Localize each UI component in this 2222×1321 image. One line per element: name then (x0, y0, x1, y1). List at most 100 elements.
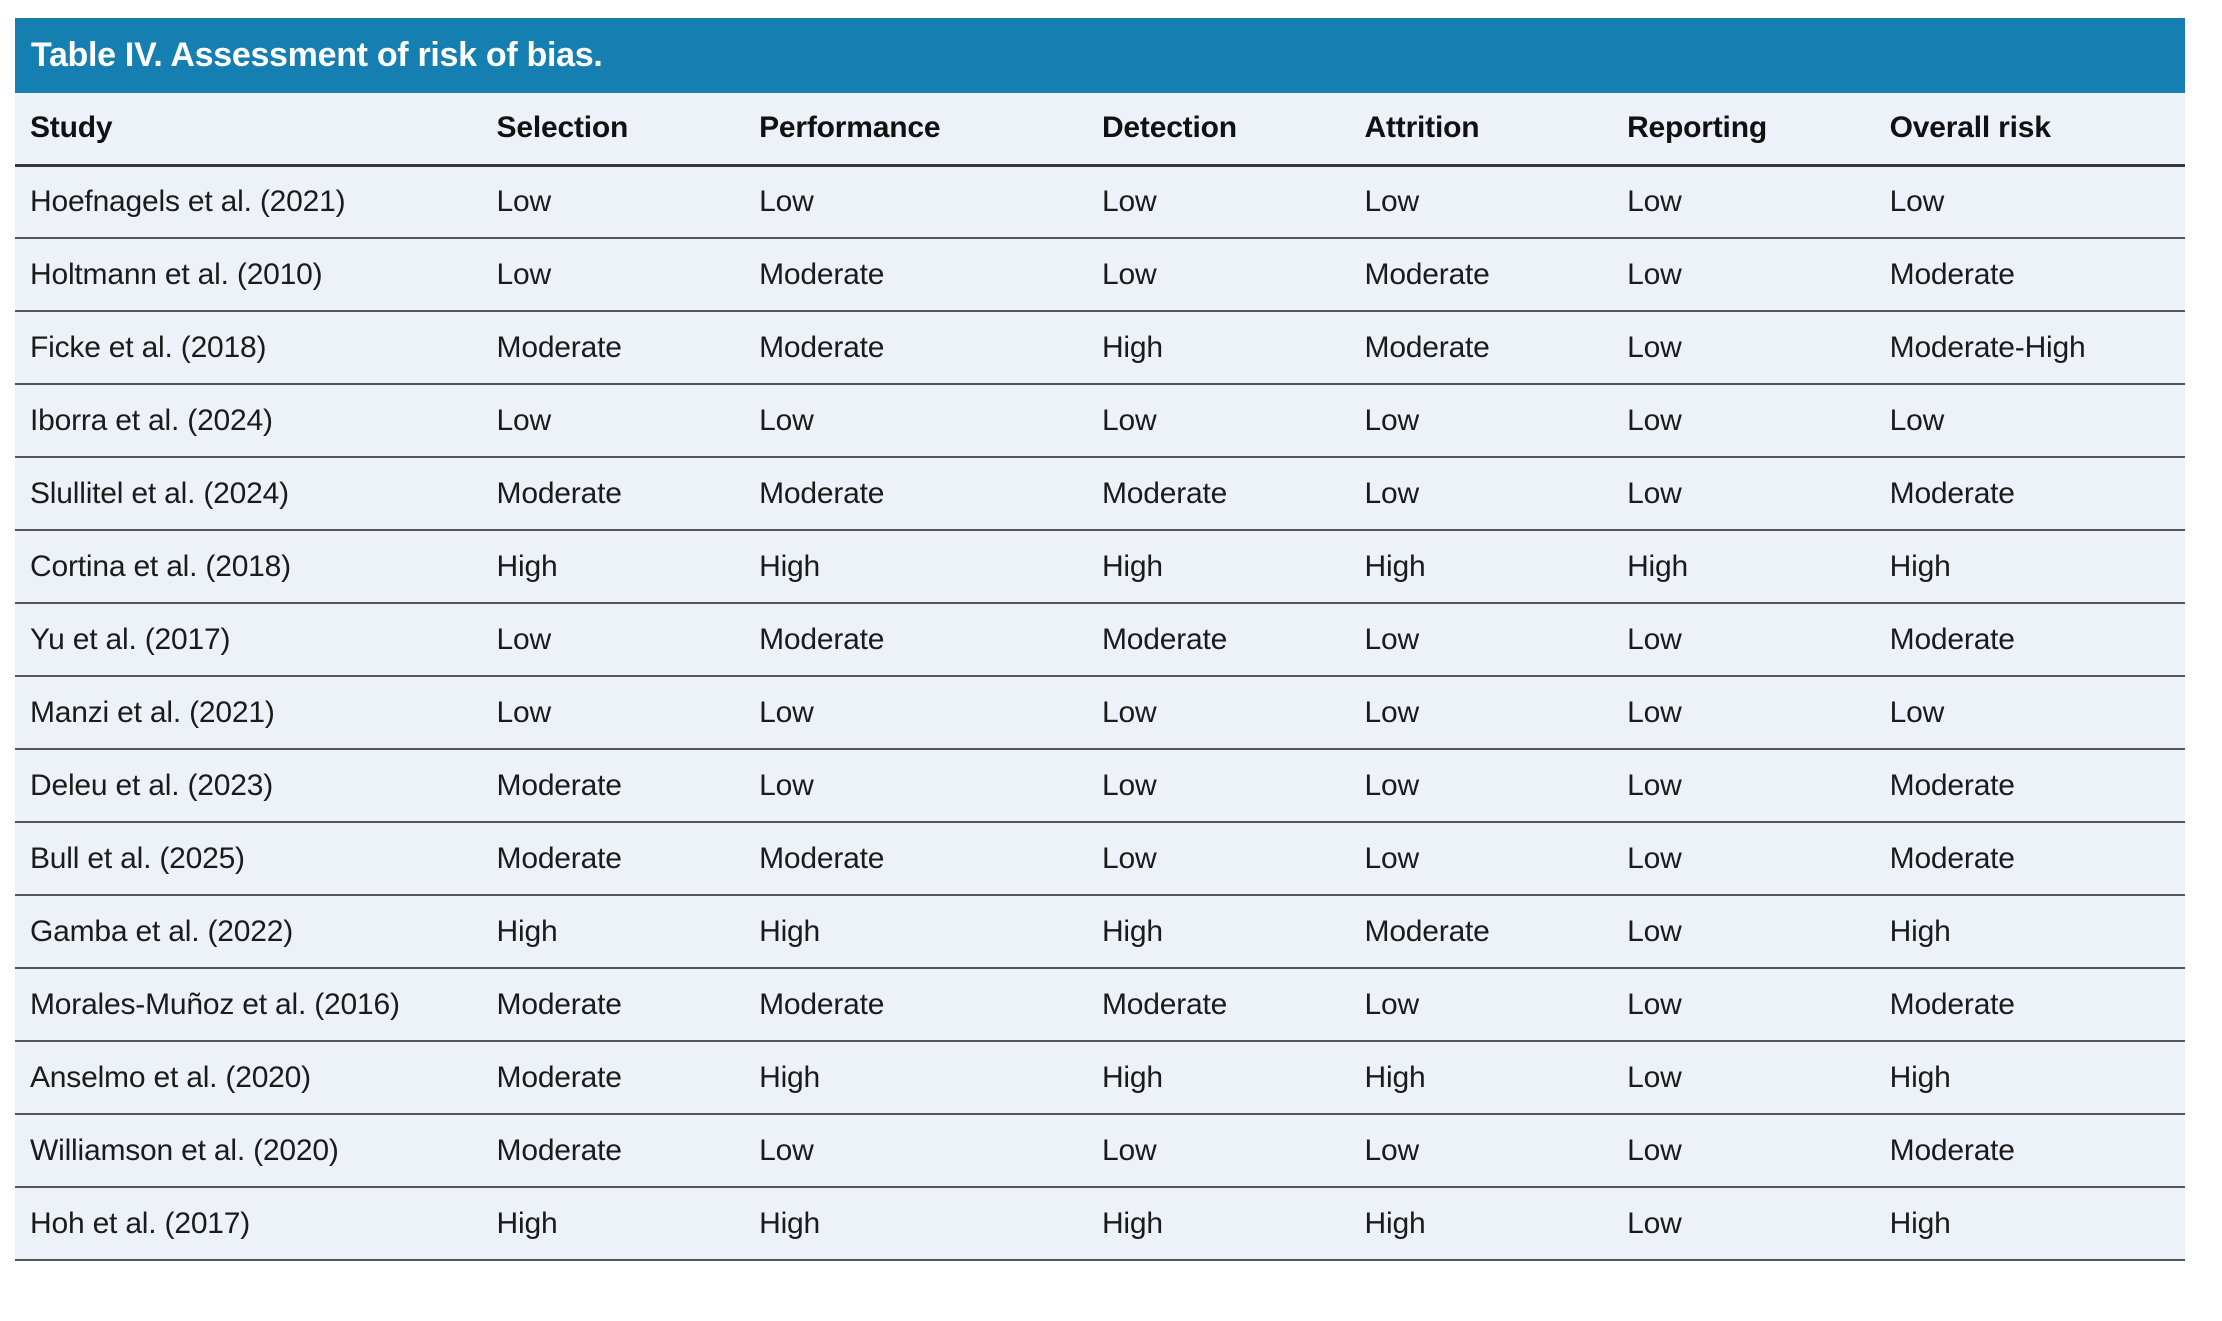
cell-detection: Low (1086, 1114, 1350, 1188)
cell-detection: Low (1086, 165, 1350, 239)
table-row: Cortina et al. (2018) High High High High Hig… (15, 530, 2185, 604)
cell-performance: Moderate (744, 968, 1087, 1042)
cell-study: Hoefnagels et al. (2021) (15, 165, 482, 239)
table-title: Table IV. Assessment of risk of bias. (31, 36, 603, 74)
cell-reporting: Low (1612, 311, 1875, 385)
cell-selection: Moderate (481, 1041, 745, 1115)
cell-detection: High (1086, 1187, 1350, 1261)
cell-performance: Moderate (744, 822, 1087, 896)
cell-overall: High (1874, 1041, 2185, 1115)
cell-attrition: Low (1349, 603, 1613, 677)
cell-overall: Moderate-High (1874, 311, 2185, 385)
cell-attrition: Low (1349, 676, 1613, 750)
cell-attrition: Low (1349, 749, 1613, 823)
cell-detection: High (1086, 311, 1350, 385)
cell-reporting: Low (1612, 895, 1875, 969)
cell-study: Williamson et al. (2020) (15, 1114, 482, 1188)
cell-detection: Low (1086, 238, 1350, 312)
table-row: Holtmann et al. (2010) Low Moderate Low Mode… (15, 238, 2185, 312)
table-title-bar: Table IV. Assessment of risk of bias. (15, 18, 2185, 93)
cell-reporting: Low (1612, 457, 1875, 531)
cell-study: Yu et al. (2017) (15, 603, 482, 677)
col-header-reporting: Reporting (1612, 93, 1875, 167)
col-header-attrition: Attrition (1349, 93, 1613, 167)
cell-selection: High (481, 895, 745, 969)
cell-detection: Moderate (1086, 603, 1350, 677)
cell-selection: Low (481, 238, 745, 312)
cell-attrition: Moderate (1349, 238, 1613, 312)
cell-selection: Moderate (481, 457, 745, 531)
col-header-selection: Selection (481, 93, 745, 167)
cell-detection: Low (1086, 749, 1350, 823)
cell-study: Cortina et al. (2018) (15, 530, 482, 604)
cell-reporting: Low (1612, 968, 1875, 1042)
cell-study: Manzi et al. (2021) (15, 676, 482, 750)
cell-study: Deleu et al. (2023) (15, 749, 482, 823)
cell-attrition: High (1349, 1187, 1613, 1261)
table-row: Anselmo et al. (2020) Moderate High High Hig… (15, 1041, 2185, 1115)
cell-selection: Moderate (481, 749, 745, 823)
table-row: Gamba et al. (2022) High High High Moderate L… (15, 895, 2185, 969)
cell-reporting: Low (1612, 165, 1875, 239)
cell-reporting: Low (1612, 384, 1875, 458)
cell-performance: Moderate (744, 311, 1087, 385)
cell-reporting: Low (1612, 603, 1875, 677)
cell-performance: High (744, 1187, 1087, 1261)
cell-study: Holtmann et al. (2010) (15, 238, 482, 312)
cell-performance: High (744, 895, 1087, 969)
cell-selection: High (481, 530, 745, 604)
cell-overall: Moderate (1874, 457, 2185, 531)
cell-reporting: Low (1612, 822, 1875, 896)
cell-overall: Low (1874, 384, 2185, 458)
col-header-performance: Performance (744, 93, 1087, 167)
cell-study: Morales-Muñoz et al. (2016) (15, 968, 482, 1042)
header-row: Study Selection Performance Detection Attrit… (15, 93, 2185, 167)
cell-attrition: Low (1349, 822, 1613, 896)
cell-reporting: Low (1612, 1041, 1875, 1115)
cell-detection: High (1086, 530, 1350, 604)
cell-detection: Low (1086, 676, 1350, 750)
cell-performance: Low (744, 384, 1087, 458)
cell-overall: Moderate (1874, 603, 2185, 677)
cell-performance: Low (744, 165, 1087, 239)
risk-of-bias-data-table: Study Selection Performance Detection Attrit… (15, 93, 2185, 1261)
cell-attrition: Low (1349, 165, 1613, 239)
table-body: Hoefnagels et al. (2021) Low Low Low Low Low L… (15, 165, 2185, 1261)
cell-attrition: Moderate (1349, 895, 1613, 969)
table-row: Yu et al. (2017) Low Moderate Moderate Low Lo… (15, 603, 2185, 677)
cell-detection: Low (1086, 822, 1350, 896)
cell-overall: Moderate (1874, 238, 2185, 312)
cell-overall: High (1874, 895, 2185, 969)
cell-detection: Low (1086, 384, 1350, 458)
cell-attrition: Low (1349, 968, 1613, 1042)
cell-attrition: Low (1349, 1114, 1613, 1188)
cell-selection: High (481, 1187, 745, 1261)
cell-study: Anselmo et al. (2020) (15, 1041, 482, 1115)
col-header-detection: Detection (1086, 93, 1350, 167)
cell-reporting: Low (1612, 1114, 1875, 1188)
cell-overall: Moderate (1874, 1114, 2185, 1188)
cell-overall: Low (1874, 676, 2185, 750)
cell-study: Ficke et al. (2018) (15, 311, 482, 385)
table-row: Ficke et al. (2018) Moderate Moderate High M… (15, 311, 2185, 385)
cell-reporting: Low (1612, 676, 1875, 750)
cell-attrition: Low (1349, 384, 1613, 458)
cell-selection: Moderate (481, 1114, 745, 1188)
cell-detection: Moderate (1086, 968, 1350, 1042)
cell-performance: Low (744, 676, 1087, 750)
cell-overall: Moderate (1874, 749, 2185, 823)
cell-performance: Moderate (744, 457, 1087, 531)
cell-selection: Moderate (481, 311, 745, 385)
table-row: Deleu et al. (2023) Moderate Low Low Low Low M… (15, 749, 2185, 823)
cell-study: Slullitel et al. (2024) (15, 457, 482, 531)
cell-detection: High (1086, 895, 1350, 969)
cell-selection: Moderate (481, 822, 745, 896)
table-row: Hoh et al. (2017) High High High High Low High (15, 1187, 2185, 1261)
cell-selection: Moderate (481, 968, 745, 1042)
cell-performance: High (744, 1041, 1087, 1115)
cell-performance: Low (744, 1114, 1087, 1188)
cell-selection: Low (481, 165, 745, 239)
cell-performance: Moderate (744, 238, 1087, 312)
cell-study: Bull et al. (2025) (15, 822, 482, 896)
cell-overall: High (1874, 530, 2185, 604)
